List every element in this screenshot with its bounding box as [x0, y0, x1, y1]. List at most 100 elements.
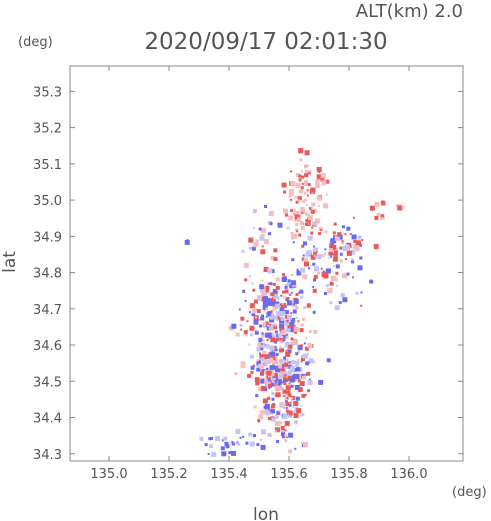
echo-cell — [334, 250, 338, 255]
echo-cell — [283, 208, 289, 214]
echo-cell — [284, 434, 288, 438]
echo-cell — [295, 182, 301, 188]
echo-cell — [299, 211, 302, 213]
echo-cell — [310, 231, 314, 235]
echo-cell — [271, 397, 275, 401]
echo-cell — [229, 442, 232, 445]
echo-cell — [304, 150, 310, 156]
echo-cell — [316, 254, 322, 260]
echo-cell — [301, 244, 305, 248]
echo-cell — [258, 387, 263, 391]
echo-cell — [301, 393, 306, 398]
echo-cell — [264, 370, 268, 375]
echo-cell — [273, 323, 277, 327]
echo-cell — [292, 374, 295, 378]
echo-cell — [353, 240, 357, 243]
echo-cell — [186, 239, 189, 242]
echo-cell — [283, 382, 287, 386]
echo-cell — [261, 279, 264, 282]
echo-cell — [300, 206, 306, 212]
echo-cell — [301, 442, 303, 445]
echo-cell — [241, 249, 245, 253]
echo-cell — [282, 414, 288, 420]
echo-cell — [282, 389, 287, 394]
echo-cell — [330, 276, 336, 281]
echo-cell — [231, 450, 236, 456]
echo-cell — [288, 411, 293, 416]
echo-cell — [199, 436, 204, 441]
echo-cell — [272, 353, 275, 356]
echo-cell — [288, 188, 294, 194]
echo-cell — [267, 282, 270, 285]
echo-cell — [253, 405, 257, 409]
echo-cell — [271, 409, 275, 414]
echo-cell — [274, 359, 277, 363]
echo-cell — [313, 221, 318, 226]
echo-cell — [325, 284, 329, 288]
echo-cell — [264, 403, 270, 409]
echo-cell — [264, 205, 267, 208]
echo-cell — [211, 451, 217, 457]
echo-cell — [321, 254, 325, 258]
echo-cell — [300, 225, 305, 230]
echo-cell — [342, 297, 348, 303]
echo-cell — [339, 252, 343, 256]
echo-cell — [284, 421, 290, 426]
echo-cell — [279, 323, 284, 329]
echo-cell — [313, 274, 318, 279]
echo-cell — [271, 313, 274, 317]
echo-cell — [269, 409, 273, 413]
echo-cell — [322, 203, 328, 209]
echo-cell — [283, 395, 286, 398]
echo-cell — [328, 256, 331, 259]
echo-cell — [285, 385, 291, 391]
echo-cell — [275, 353, 279, 356]
echo-cell — [242, 435, 245, 438]
echo-cell — [272, 376, 275, 379]
echo-cell — [221, 439, 224, 442]
echo-cell — [288, 215, 294, 221]
x-tick-label: 136.0 — [390, 467, 427, 482]
echo-cell — [275, 349, 278, 351]
echo-cell — [261, 333, 266, 338]
echo-cell — [249, 275, 251, 278]
echo-cell — [352, 276, 355, 279]
echo-cell — [283, 295, 287, 299]
echo-cell — [290, 319, 295, 324]
echo-cell — [324, 248, 327, 251]
echo-cell — [295, 173, 300, 178]
echo-cell — [311, 226, 314, 229]
echo-cell — [293, 209, 296, 211]
echo-cell — [350, 249, 355, 255]
echo-cell — [307, 171, 311, 175]
echo-cell — [320, 173, 326, 179]
echo-cell — [268, 377, 271, 380]
echo-cell — [287, 325, 291, 329]
echo-cell — [240, 316, 245, 321]
echo-cell — [288, 449, 293, 454]
echo-cell — [262, 398, 268, 404]
echo-cell — [289, 294, 292, 296]
echo-cell — [305, 361, 310, 366]
echo-cell — [279, 307, 285, 313]
echo-cell — [304, 180, 309, 184]
echo-cell — [263, 405, 267, 409]
echo-cell — [307, 235, 313, 241]
echo-cell — [274, 429, 277, 432]
echo-cell — [299, 405, 302, 407]
echo-cell — [235, 332, 240, 337]
echo-cell — [280, 366, 286, 372]
echo-cell — [297, 379, 301, 383]
echo-cell — [342, 245, 348, 251]
echo-cell — [315, 218, 321, 224]
echo-cell — [288, 319, 291, 322]
echo-cell — [265, 289, 269, 293]
echo-cell — [324, 252, 326, 255]
echo-cell — [335, 264, 340, 269]
echo-cell — [293, 326, 299, 332]
echo-cell — [275, 380, 278, 383]
echo-cell — [262, 322, 267, 327]
echo-cell — [281, 182, 287, 188]
echo-cell — [296, 268, 299, 271]
echo-cell — [257, 318, 260, 321]
